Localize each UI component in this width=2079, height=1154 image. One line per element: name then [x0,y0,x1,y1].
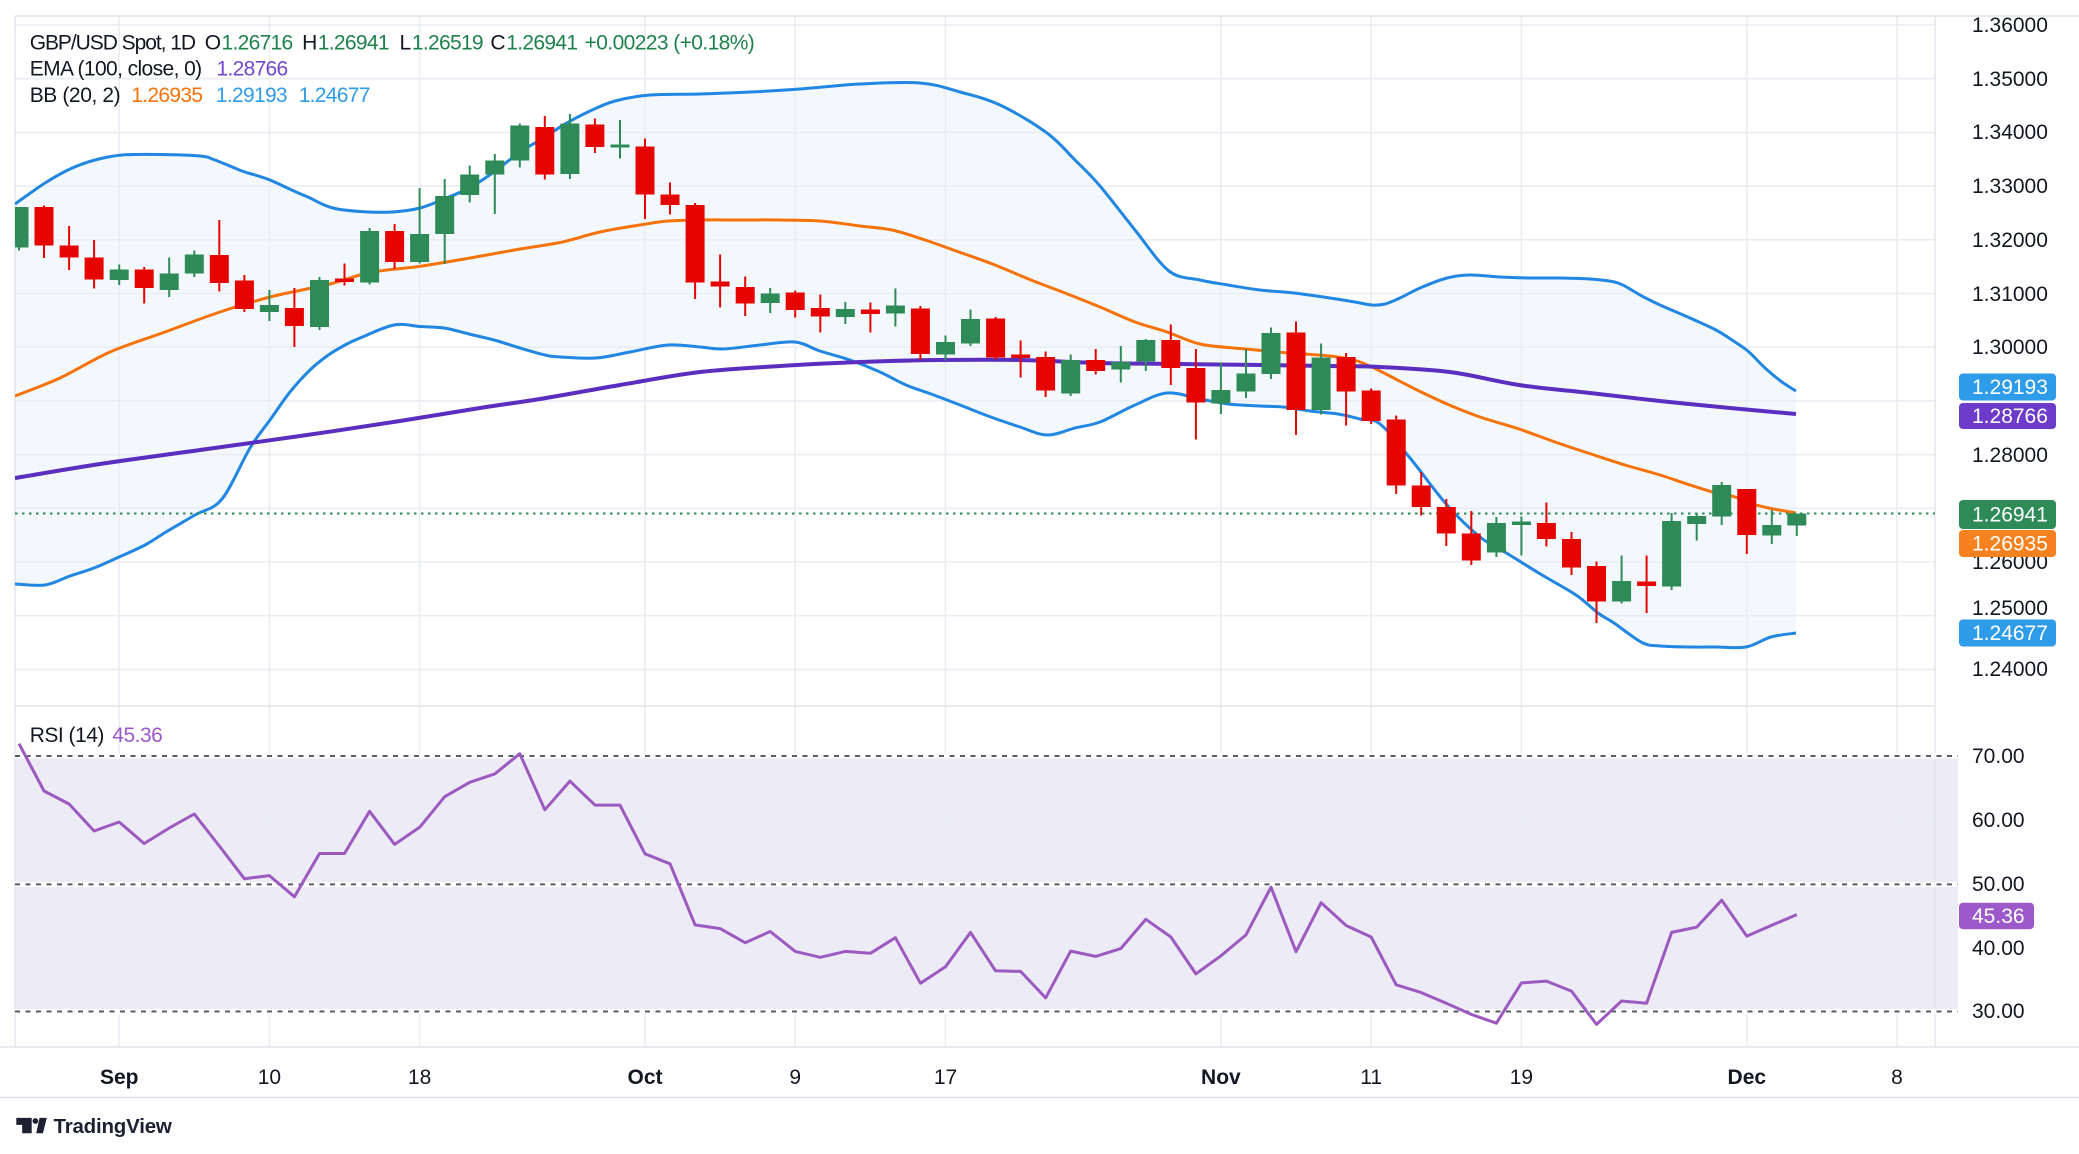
svg-text:L: L [400,32,412,55]
svg-text:1.33000: 1.33000 [1972,175,2048,198]
svg-text:BB (20, 2): BB (20, 2) [30,84,121,107]
svg-text:1.29193: 1.29193 [1972,376,2048,399]
svg-text:Nov: Nov [1201,1066,1241,1089]
svg-text:1.26941: 1.26941 [318,32,389,55]
svg-text:TradingView: TradingView [54,1115,172,1138]
svg-text:10: 10 [258,1066,281,1089]
svg-text:1.26935: 1.26935 [1972,533,2048,556]
svg-text:1.26716: 1.26716 [222,32,293,55]
svg-text:17: 17 [934,1066,957,1089]
svg-text:1.26941: 1.26941 [1972,504,2048,527]
svg-text:1.35000: 1.35000 [1972,68,2048,91]
svg-text:RSI (14): RSI (14) [30,724,104,747]
svg-text:H: H [302,32,317,55]
svg-text:40.00: 40.00 [1972,937,2025,960]
svg-text:1.28000: 1.28000 [1972,444,2048,467]
svg-text:O: O [205,32,221,55]
svg-text:1.36000: 1.36000 [1972,14,2048,37]
svg-text:8: 8 [1891,1066,1903,1089]
svg-text:1.26941: 1.26941 [506,32,577,55]
svg-text:45.36: 45.36 [1972,905,2025,928]
svg-text:Oct: Oct [627,1066,662,1089]
svg-text:1.26935: 1.26935 [131,84,202,107]
svg-text:1.34000: 1.34000 [1972,121,2048,144]
svg-text:1.24000: 1.24000 [1972,658,2048,681]
svg-text:GBP/USD Spot, 1D: GBP/USD Spot, 1D [30,32,196,55]
svg-text:70.00: 70.00 [1972,745,2025,768]
svg-text:1.31000: 1.31000 [1972,283,2048,306]
svg-text:1.29193: 1.29193 [216,84,287,107]
svg-text:9: 9 [789,1066,801,1089]
svg-text:1.28766: 1.28766 [217,58,288,81]
svg-text:1.26519: 1.26519 [412,32,483,55]
svg-text:1.24677: 1.24677 [299,84,370,107]
svg-text:60.00: 60.00 [1972,809,2025,832]
svg-text:Dec: Dec [1728,1066,1767,1089]
svg-text:EMA (100, close, 0): EMA (100, close, 0) [30,58,202,81]
svg-text:18: 18 [408,1066,431,1089]
svg-text:1.32000: 1.32000 [1972,229,2048,252]
svg-text:1.25000: 1.25000 [1972,597,2048,620]
svg-text:Sep: Sep [100,1066,139,1089]
svg-text:30.00: 30.00 [1972,1000,2025,1023]
svg-text:1.30000: 1.30000 [1972,336,2048,359]
svg-text:1.24677: 1.24677 [1972,622,2048,645]
svg-text:45.36: 45.36 [112,724,162,747]
svg-text:+0.00223 (+0.18%): +0.00223 (+0.18%) [585,32,755,55]
svg-text:50.00: 50.00 [1972,873,2025,896]
svg-text:C: C [490,32,505,55]
svg-text:19: 19 [1510,1066,1533,1089]
svg-text:1.28766: 1.28766 [1972,405,2048,428]
svg-text:11: 11 [1360,1066,1382,1089]
